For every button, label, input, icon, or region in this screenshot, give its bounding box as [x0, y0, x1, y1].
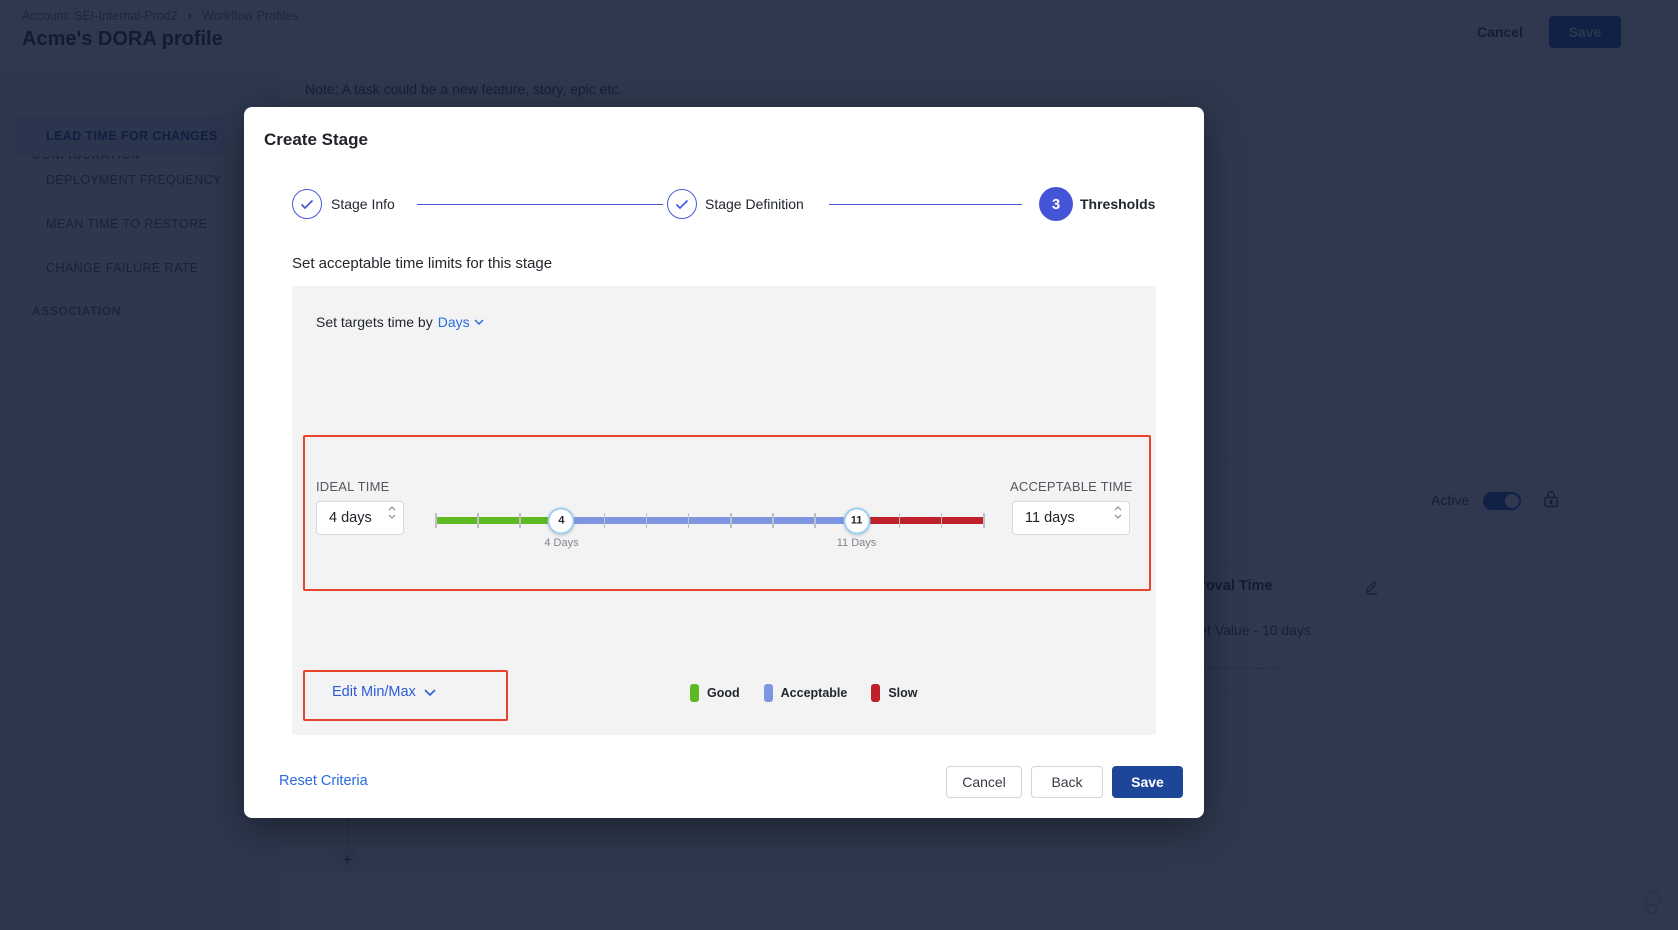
chevron-down-icon: [1114, 514, 1122, 519]
step-label-stage-info[interactable]: Stage Info: [331, 196, 395, 212]
modal-title: Create Stage: [264, 130, 368, 149]
stepper-connector-1: [417, 204, 663, 205]
set-targets-row: Set targets time by Days: [316, 314, 484, 330]
legend-label-acceptable: Acceptable: [780, 686, 848, 700]
legend-swatch-slow: [871, 684, 881, 702]
slider-tick: [435, 513, 437, 528]
slider-legend: Good Acceptable Slow: [690, 684, 918, 702]
step-thresholds-number[interactable]: 3: [1039, 187, 1073, 221]
legend-label-slow: Slow: [888, 686, 918, 700]
ideal-time-input-wrap: [316, 501, 404, 535]
slider-tick: [730, 513, 732, 528]
legend-swatch-good: [690, 684, 699, 702]
modal-save-button[interactable]: Save: [1112, 766, 1183, 798]
slider-tick: [645, 513, 648, 528]
chevron-up-icon: [1114, 506, 1122, 511]
slider-tick: [687, 513, 690, 528]
legend-item-slow: Slow: [871, 684, 918, 702]
chevron-down-icon: [474, 319, 484, 325]
chevron-up-icon: [388, 506, 396, 511]
slider-segment-slow: [856, 517, 983, 524]
modal-subtitle: Set acceptable time limits for this stag…: [292, 255, 553, 272]
legend-item-good: Good: [690, 684, 740, 702]
edit-minmax-label: Edit Min/Max: [332, 684, 416, 700]
legend-label-good: Good: [707, 686, 740, 700]
acceptable-time-stepper[interactable]: [1114, 506, 1122, 519]
step-stage-info-check[interactable]: [292, 189, 322, 219]
slider-handle-upper[interactable]: 11: [843, 507, 871, 534]
legend-swatch-acceptable: [763, 684, 773, 702]
ideal-time-input[interactable]: [317, 502, 385, 534]
stepper-connector-2: [829, 204, 1022, 205]
step-label-thresholds: Thresholds: [1080, 196, 1156, 212]
slider-tick: [603, 513, 606, 528]
edit-minmax-dropdown[interactable]: Edit Min/Max: [332, 684, 436, 700]
slider-tick: [940, 513, 943, 528]
slider-handle-upper-label: 11 Days: [836, 537, 877, 549]
ideal-time-label: IDEAL TIME: [316, 479, 390, 494]
acceptable-time-input[interactable]: [1013, 502, 1111, 534]
modal-cancel-button[interactable]: Cancel: [946, 766, 1022, 798]
check-icon: [300, 199, 314, 209]
slider-tick: [772, 513, 774, 528]
check-icon: [675, 199, 689, 209]
slider-handle-lower[interactable]: 4: [547, 507, 575, 534]
slider-tick: [983, 513, 985, 528]
acceptable-time-label: ACCEPTABLE TIME: [1010, 479, 1133, 494]
slider-tick: [519, 513, 521, 528]
slider-tick: [898, 513, 901, 528]
set-targets-label: Set targets time by: [316, 314, 433, 330]
time-unit-dropdown[interactable]: Days: [438, 314, 484, 330]
slider-tick: [814, 513, 816, 528]
ideal-time-stepper[interactable]: [388, 506, 396, 519]
slider-tick: [477, 513, 479, 528]
create-stage-modal: Create Stage Stage Info Stage Definition…: [244, 107, 1204, 818]
acceptable-time-input-wrap: [1012, 501, 1130, 535]
chevron-down-icon: [388, 514, 396, 519]
modal-back-button[interactable]: Back: [1031, 766, 1103, 798]
slider-handle-lower-label: 4 Days: [544, 537, 579, 549]
step-label-stage-definition[interactable]: Stage Definition: [705, 196, 804, 212]
legend-item-acceptable: Acceptable: [763, 684, 848, 702]
slider-segment-good: [435, 517, 562, 524]
chevron-down-icon: [424, 688, 436, 696]
time-unit-value: Days: [437, 314, 470, 330]
step-stage-definition-check[interactable]: [667, 189, 697, 219]
slider-segment-acceptable: [561, 517, 857, 524]
range-slider[interactable]: 4 4 Days 11 11 Days: [435, 507, 985, 549]
reset-criteria-link[interactable]: Reset Criteria: [279, 773, 368, 789]
